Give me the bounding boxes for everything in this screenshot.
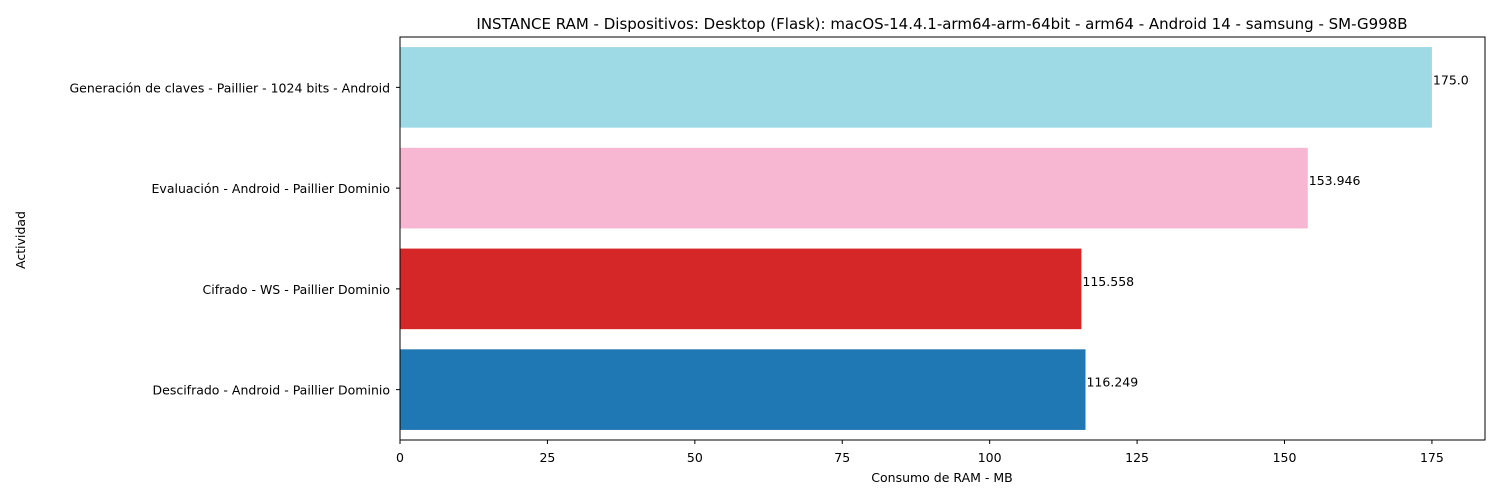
chart-title: INSTANCE RAM - Dispositivos: Desktop (Fl… xyxy=(476,15,1407,33)
data-label: 115.558 xyxy=(1082,274,1134,289)
y-axis-label: Actividad xyxy=(13,211,28,269)
x-tick-label: 50 xyxy=(687,450,703,465)
x-tick-label: 0 xyxy=(396,450,404,465)
x-tick-label: 75 xyxy=(834,450,850,465)
x-tick-label: 125 xyxy=(1125,450,1149,465)
y-tick-label: Generación de claves - Paillier - 1024 b… xyxy=(69,80,390,95)
bar xyxy=(400,47,1432,128)
plot-frame xyxy=(399,36,1486,441)
bar xyxy=(400,349,1086,430)
x-tick-label: 175 xyxy=(1420,450,1444,465)
x-axis-label: Consumo de RAM - MB xyxy=(871,470,1012,485)
data-label: 175.0 xyxy=(1433,72,1469,87)
y-tick-label: Evaluación - Android - Paillier Dominio xyxy=(152,181,390,196)
data-label: 116.249 xyxy=(1086,375,1138,390)
data-label: 153.946 xyxy=(1309,173,1361,188)
x-tick-label: 150 xyxy=(1273,450,1297,465)
y-tick-label: Cifrado - WS - Paillier Dominio xyxy=(203,282,391,297)
bar xyxy=(400,147,1308,229)
plot-area: 175.0 Generación de claves - Paillier - 1… xyxy=(69,36,1486,465)
x-tick-label: 25 xyxy=(539,450,555,465)
bar xyxy=(400,248,1082,330)
y-tick-label: Descifrado - Android - Paillier Dominio xyxy=(153,383,391,398)
x-tick-label: 100 xyxy=(978,450,1002,465)
